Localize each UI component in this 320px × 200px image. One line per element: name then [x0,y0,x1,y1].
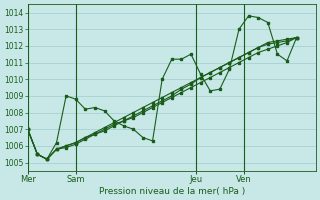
X-axis label: Pression niveau de la mer( hPa ): Pression niveau de la mer( hPa ) [99,187,245,196]
